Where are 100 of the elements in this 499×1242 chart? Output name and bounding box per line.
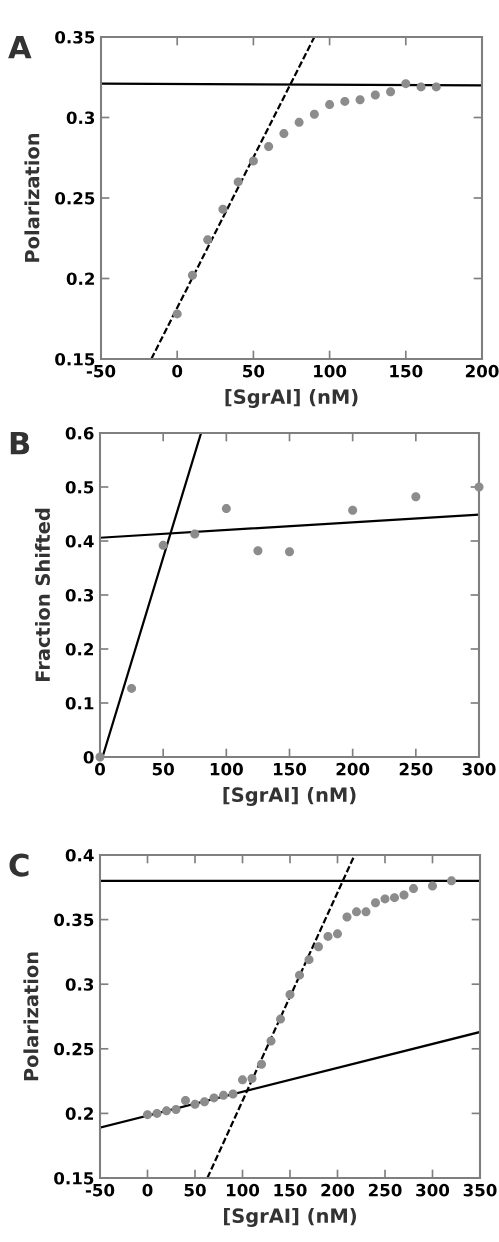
x-tick-label: 50 <box>184 1183 206 1197</box>
chart-title: C <box>9 853 29 877</box>
point <box>294 117 304 127</box>
x-tick-label: 150 <box>274 1183 307 1197</box>
point <box>370 90 380 100</box>
x-tick-label: 250 <box>399 762 433 776</box>
point <box>314 942 323 952</box>
point <box>428 881 437 891</box>
chart-title: A <box>8 35 32 59</box>
point <box>380 894 390 904</box>
point <box>401 79 411 89</box>
point <box>348 505 358 515</box>
point <box>285 990 295 1000</box>
point <box>409 884 418 894</box>
point <box>253 546 263 556</box>
x-tick-label: 300 <box>462 762 496 776</box>
x-tick-label: 200 <box>321 1183 355 1197</box>
y-tick-label: 0.1 <box>65 696 94 710</box>
point <box>355 95 365 105</box>
point <box>325 100 335 110</box>
point <box>238 1075 247 1085</box>
y-axis-title: Fraction Shifted <box>34 508 51 681</box>
y-tick-label: 0.3 <box>65 588 94 602</box>
point <box>187 270 197 280</box>
point <box>276 1014 285 1024</box>
point <box>190 529 200 539</box>
point <box>200 1097 209 1107</box>
point <box>218 204 228 214</box>
y-tick-label: 0.6 <box>65 426 94 440</box>
y-tick-label: 0.35 <box>54 913 94 927</box>
point <box>95 752 105 762</box>
y-tick-label: 0.4 <box>65 534 94 548</box>
point <box>266 1036 276 1046</box>
point <box>162 1106 171 1116</box>
point <box>285 547 294 557</box>
point <box>386 87 396 97</box>
point <box>411 492 421 502</box>
y-tick-label: 0.2 <box>66 272 94 286</box>
point <box>304 955 314 965</box>
x-tick-label: 0 <box>142 1183 153 1197</box>
point <box>233 177 243 187</box>
chart-title: B <box>10 431 30 455</box>
point <box>295 970 304 980</box>
point <box>447 876 456 886</box>
point <box>190 1099 200 1109</box>
point <box>416 82 426 92</box>
x-tick-label: -50 <box>86 364 116 378</box>
x-tick-label: 50 <box>152 762 174 776</box>
point <box>399 890 409 900</box>
y-tick-label: 0.15 <box>55 352 95 366</box>
x-tick-label: -50 <box>85 1183 115 1197</box>
point <box>248 156 258 166</box>
y-tick-label: 0.25 <box>55 191 95 205</box>
point <box>181 1095 190 1105</box>
x-tick-label: 150 <box>273 762 307 776</box>
x-axis-title: [SgrAI] (nM) <box>223 787 356 806</box>
point <box>221 504 231 514</box>
point <box>257 1059 266 1069</box>
y-tick-label: 0.35 <box>55 30 95 44</box>
point <box>340 96 350 106</box>
x-tick-label: 100 <box>210 762 243 776</box>
point <box>333 929 342 939</box>
x-axis-title: [SgrAI] (nM) <box>225 389 358 408</box>
y-axis-title: Polarization <box>24 133 40 262</box>
y-tick-label: 0.15 <box>54 1171 94 1185</box>
point <box>247 1074 257 1084</box>
x-tick-label: 300 <box>416 1183 450 1197</box>
point <box>390 893 399 903</box>
y-axis-title: Polarization <box>23 952 39 1081</box>
point <box>127 683 137 693</box>
x-tick-label: 150 <box>390 364 423 378</box>
y-tick-label: 0 <box>83 750 94 764</box>
y-tick-label: 0.2 <box>65 1107 93 1120</box>
point <box>279 129 289 139</box>
point <box>172 309 182 319</box>
point <box>371 898 380 908</box>
point <box>203 235 213 245</box>
point <box>342 912 352 922</box>
point <box>474 482 484 492</box>
point <box>309 109 319 119</box>
y-tick-label: 0.3 <box>66 111 95 125</box>
point <box>361 907 371 917</box>
point <box>228 1089 238 1099</box>
x-tick-label: 100 <box>314 364 347 378</box>
x-tick-label: 0 <box>95 762 105 776</box>
x-tick-label: 200 <box>465 364 499 378</box>
x-tick-label: 0 <box>172 364 183 378</box>
y-tick-label: 0.25 <box>54 1042 94 1056</box>
point <box>143 1110 152 1120</box>
point <box>323 931 333 941</box>
point <box>264 141 274 151</box>
x-tick-label: 250 <box>368 1183 402 1197</box>
point <box>158 540 168 550</box>
x-tick-label: 200 <box>336 762 370 776</box>
x-tick-label: 50 <box>243 364 265 378</box>
point <box>352 907 361 917</box>
y-tick-label: 0.2 <box>65 642 93 656</box>
x-tick-label: 100 <box>226 1183 260 1197</box>
x-axis-title: [SgrAI] (nM) <box>224 1208 356 1227</box>
y-tick-label: 0.3 <box>65 978 94 991</box>
